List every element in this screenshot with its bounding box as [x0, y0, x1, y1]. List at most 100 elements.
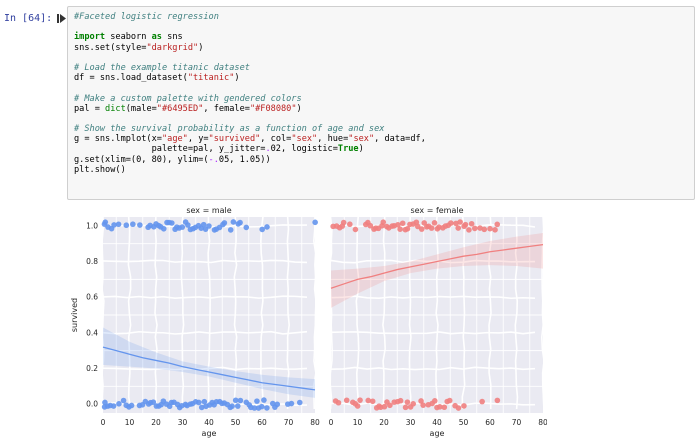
x-gridline	[207, 216, 211, 410]
y-tick-label: 0.2	[86, 364, 98, 373]
data-point-died	[258, 403, 265, 410]
code-token: )	[358, 144, 364, 155]
data-point-survived	[237, 219, 243, 226]
data-point-died	[381, 403, 388, 410]
x-tick-label: 30	[178, 418, 188, 427]
code-token: seaborn	[105, 32, 152, 43]
data-point-survived	[179, 224, 186, 230]
x-gridline	[461, 216, 466, 410]
x-gridline	[488, 216, 492, 410]
data-point-died	[201, 398, 208, 405]
data-point-died	[296, 399, 303, 406]
code-token: )	[198, 42, 204, 53]
data-point-survived	[413, 219, 420, 226]
data-point-survived	[312, 219, 318, 226]
data-point-survived	[169, 220, 175, 226]
facet-panel-male: sex = male 0 10 20 30 40 50 60 70 80 age 0.0 0.2 0.4 0…	[70, 206, 320, 438]
data-point-died	[446, 397, 453, 404]
code-line: # Show the survival probability as a fun…	[74, 124, 426, 134]
data-point-died	[229, 403, 235, 409]
code-token: , data=df,	[374, 134, 426, 145]
code-line: # Make a custom palette with gendered co…	[74, 94, 426, 104]
data-point-survived	[448, 220, 454, 226]
code-line: pal = dict(male="#6495ED", female="#F080…	[74, 104, 426, 114]
data-point-survived	[471, 225, 478, 232]
code-line: #Faceted logistic regression	[74, 12, 426, 22]
x-gridline	[154, 216, 158, 410]
code-token: "#F08080"	[249, 103, 297, 114]
data-point-died	[432, 398, 438, 404]
code-token: 05, 1.05))	[218, 154, 271, 165]
x-axis-label: age	[430, 429, 445, 438]
data-point-survived	[227, 227, 234, 233]
x-gridline	[382, 216, 386, 410]
y-tick-label: 0.6	[86, 293, 98, 302]
data-point-died	[461, 403, 467, 409]
code-token: df = sns.load_dataset(	[74, 73, 188, 84]
facet-plot: sex = male 0 10 20 30 40 50 60 70 80 age 0.0 0.2 0.4 0…	[70, 206, 548, 438]
code-token: 02, logistic=	[270, 144, 338, 155]
data-point-died	[128, 402, 135, 409]
run-cell-icon[interactable]	[57, 13, 67, 24]
data-point-survived	[494, 221, 501, 228]
x-tick-label: 20	[151, 418, 161, 427]
code-line	[74, 114, 426, 124]
code-line	[74, 53, 426, 63]
data-point-survived	[457, 219, 463, 225]
data-point-survived	[428, 225, 435, 231]
data-point-survived	[468, 220, 475, 227]
data-point-survived	[481, 226, 488, 233]
logistic-fit-line	[102, 346, 316, 391]
x-tick-label: 30	[406, 418, 416, 427]
data-point-died	[264, 405, 270, 411]
cell-prompt: In [64]:	[4, 13, 53, 24]
data-point-died	[436, 404, 443, 410]
x-tick-label: 20	[379, 418, 389, 427]
x-tick-label: 40	[432, 418, 442, 427]
data-point-died	[479, 398, 485, 405]
x-tick-label: 10	[125, 418, 135, 427]
data-point-died	[397, 397, 404, 404]
y-tick-label: 0.8	[86, 257, 98, 266]
data-point-died	[254, 398, 260, 404]
code-token: True	[337, 144, 359, 155]
code-line: g.set(xlim=(0, 80), ylim=(-.05, 1.05))	[74, 155, 426, 165]
data-point-died	[237, 397, 244, 404]
x-tick-label: 10	[353, 418, 363, 427]
code-token: "sex"	[348, 134, 375, 145]
x-gridline	[541, 216, 545, 410]
x-gridline	[355, 216, 360, 410]
code-token: as	[151, 32, 162, 43]
code-cell[interactable]: #Faceted logistic regression import seabo…	[67, 6, 695, 200]
data-point-survived	[264, 224, 270, 230]
code-token: import	[74, 32, 106, 43]
code-token: )	[296, 103, 302, 114]
y-gridline	[102, 295, 308, 299]
data-point-survived	[418, 226, 425, 232]
cell-output: sex = male 0 10 20 30 40 50 60 70 80 age 0.0 0.2 0.4 0…	[67, 204, 548, 441]
data-point-survived	[230, 219, 237, 225]
y-tick-label: 0.4	[86, 328, 98, 337]
data-point-survived	[367, 222, 374, 229]
x-tick-label: 80	[310, 418, 320, 427]
confidence-band	[103, 327, 315, 398]
facet-panel-female: sex = female 0 10 20 30 40 50 60 70 80 age	[329, 206, 548, 438]
code-token: # Show the survival probability as a fun…	[74, 124, 385, 135]
data-point-survived	[466, 227, 472, 233]
data-point-died	[335, 399, 342, 406]
data-point-died	[420, 402, 426, 408]
code-token: "survived"	[208, 134, 261, 145]
facet-title: sex = female	[410, 206, 463, 215]
y-gridline	[102, 366, 308, 371]
y-gridline	[330, 366, 536, 371]
data-point-survived	[404, 226, 411, 232]
code-token: .	[265, 144, 271, 155]
data-point-survived	[380, 219, 387, 225]
data-point-died	[365, 397, 372, 404]
code-token: g = sns.lmplot(x=	[74, 134, 162, 145]
code-editor[interactable]: #Faceted logistic regression import seabo…	[74, 12, 426, 175]
data-point-survived	[462, 221, 469, 228]
code-token: "titanic"	[187, 73, 235, 84]
data-point-died	[261, 397, 267, 403]
data-point-survived	[492, 227, 498, 233]
